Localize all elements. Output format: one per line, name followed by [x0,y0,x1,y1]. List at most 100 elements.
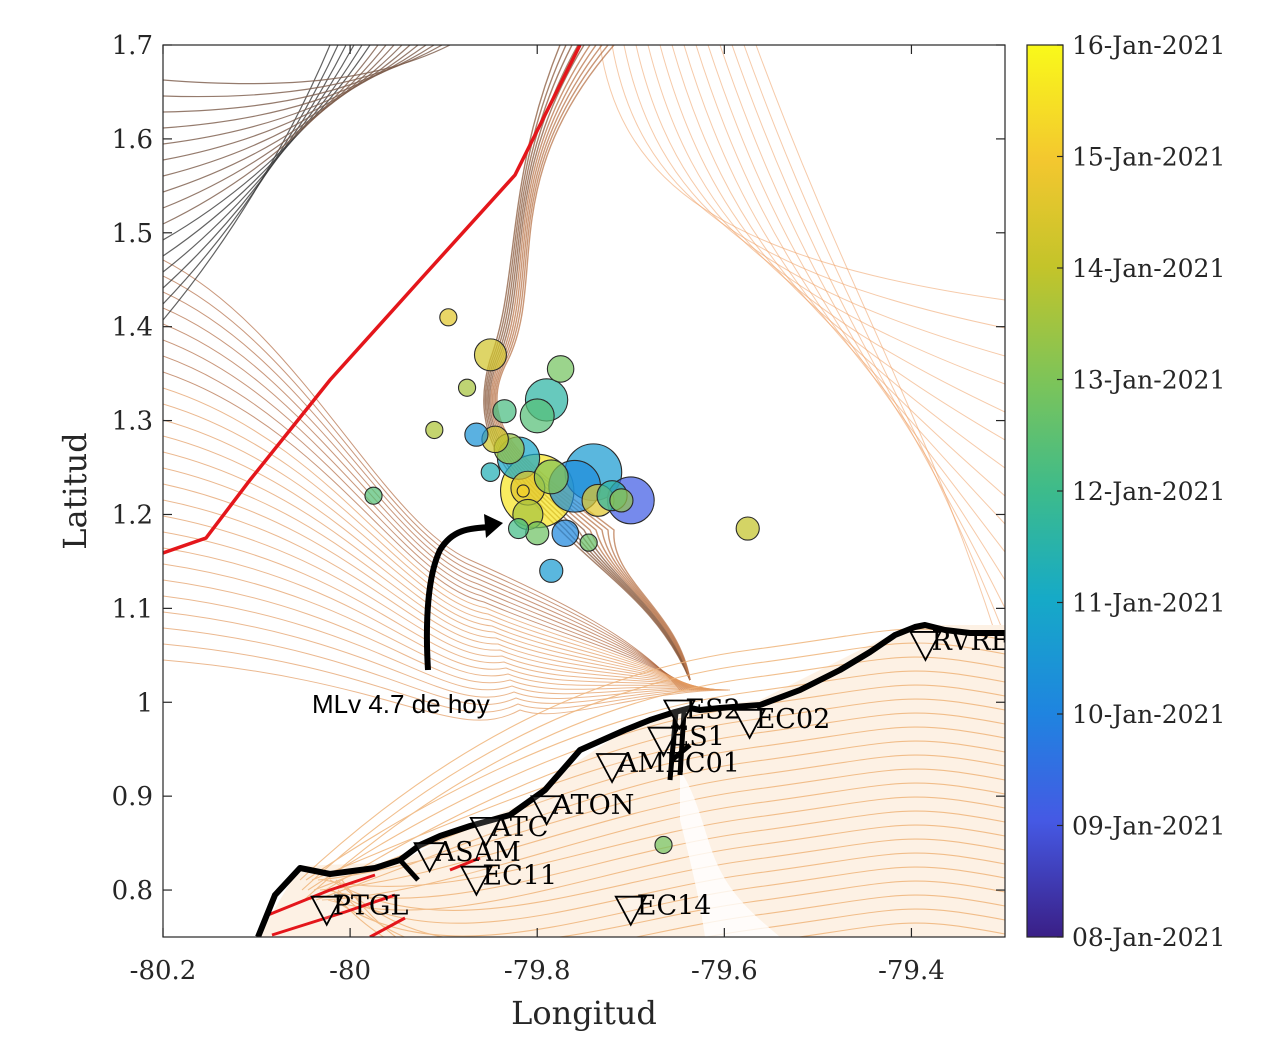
earthquake-event [519,398,555,434]
station-marker-icon [733,708,767,740]
shelf-contour [163,45,387,209]
land-contour [323,796,1005,887]
bathymetry-contour [163,339,691,691]
earthquake-event [425,420,444,440]
y-tick-label: 1.5 [112,219,153,249]
earthquake-event [439,308,458,327]
station-label: EC02 [756,704,831,735]
bathymetry-contour [755,45,1005,665]
shelf-contour [163,45,363,257]
canyon-contour [483,45,691,681]
annotation-label: MLv 4.7 de hoy [312,689,490,719]
earthquake-event [480,462,501,483]
land-topography [258,625,1005,937]
bathymetry-contour [611,45,1005,329]
shelf-contour [163,45,355,273]
bathymetry-contour [163,627,727,706]
colorbar-tick-label: 14-Jan-2021 [1072,254,1225,283]
colorbar-tick-label: 10-Jan-2021 [1072,700,1225,729]
x-tick-label: -80.2 [130,956,197,986]
bathymetry-contour [163,563,719,691]
bathymetry-contour [163,499,711,691]
bathymetry-contour [163,547,717,691]
earthquake-event [551,519,580,548]
bathymetry-contour [163,403,699,691]
bathymetry-contour [683,45,1005,497]
bathymetry-contour [731,45,1005,609]
earthquake-event [654,835,673,855]
land-contour [321,782,1005,901]
station-marker-icon [310,895,344,927]
earthquake-event [579,533,598,552]
bathymetry-contour [163,467,707,691]
trench-line [163,45,582,555]
bathymetry-contour [695,45,1005,525]
earthquake-event [457,378,477,397]
bathymetry-contour [623,45,1005,357]
canyon-contour [489,45,691,681]
shelf-contour [163,45,443,98]
y-tick-label: 1 [136,688,153,718]
earthquake-event [609,488,634,513]
y-tick-label: 1.4 [112,313,153,343]
bathymetry-contour [163,419,701,691]
station-es2: ES2 [662,694,741,731]
shelf-contour [163,45,435,113]
bathymetry-contour [163,307,687,691]
earthquake-event [364,486,383,505]
station-label: ATC [491,812,549,843]
y-axis: 0.8 0.9 1 1.1 1.2 1.3 1.4 1.5 1.6 1.7 [112,31,1005,906]
shelf-contours [163,45,451,321]
earthquake-event [533,459,569,495]
coast-inlet [398,858,420,882]
shelf-contour [163,45,403,177]
y-tick-label: 1.3 [112,407,153,437]
earthquake-event [473,338,507,372]
station-label: ES1 [670,722,725,753]
bathymetry-contour [659,45,1005,441]
y-axis-label: Latitud [56,432,94,549]
x-axis-label: Longitud [511,994,657,1032]
station-marker-icon [647,726,681,758]
colorbar-tick-label: 08-Jan-2021 [1072,923,1225,952]
station-es1: ES1 [647,722,725,758]
bathymetry-contour [163,371,695,691]
station-aton: ATON [530,790,634,827]
bathymetry-contour [163,643,729,713]
coastline [255,622,1005,937]
colorbar-tick-label: 09-Jan-2021 [1072,812,1225,841]
bathymetry-contour [163,275,683,691]
land-contour [303,656,1005,901]
earthquake-event [507,518,530,540]
land-contour [309,698,1005,901]
x-tick-label: -80 [329,956,371,986]
station-marker-icon [908,631,942,662]
earthquake-event [464,422,489,447]
station-label: RVRE [931,626,1010,657]
station-asam: ASAM [413,837,521,874]
shelf-contour [163,45,371,241]
x-tick-label: -79.4 [878,956,945,986]
bathymetry-contour [163,483,709,691]
bathymetry-contour [163,387,697,691]
station-marker-icon [530,795,564,827]
station-atc: ATC [469,812,549,848]
bathymetry-contour [163,291,685,691]
station-ec02: EC02 [733,704,831,740]
land-contour [319,768,1005,891]
earthquake-event [735,516,760,541]
bathymetry-contour [163,579,721,691]
station-amec01: AMEC01 [595,748,740,784]
station-ec11: EC11 [459,861,557,897]
colorbar-tick-label: 12-Jan-2021 [1072,477,1225,506]
station-label: EC14 [637,891,712,922]
station-marker-icon [614,895,648,927]
y-tick-label: 1.6 [112,125,153,155]
land-contour [301,642,1005,891]
land-contour [341,879,1005,937]
shelf-contour [163,45,395,193]
x-tick-label: -79.6 [691,956,758,986]
earthquake-event [516,484,530,498]
shelf-contour [163,45,419,145]
